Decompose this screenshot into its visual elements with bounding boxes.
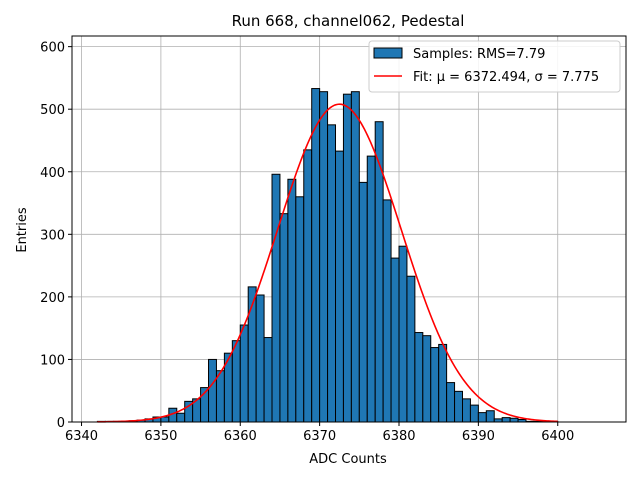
y-axis-label: Entries — [15, 207, 30, 253]
histogram-bar — [350, 91, 360, 423]
y-tick-label: 300 — [40, 228, 65, 243]
histogram-bar — [414, 332, 424, 423]
histogram-bar — [160, 416, 170, 423]
histogram-bar — [335, 150, 344, 423]
histogram-bar — [287, 178, 297, 423]
histogram-bar — [319, 91, 329, 423]
y-tick-label: 0 — [57, 416, 65, 431]
histogram-bar — [263, 337, 273, 423]
x-axis-label: ADC Counts — [309, 452, 387, 467]
histogram-bar — [406, 275, 416, 423]
histogram-bar — [469, 404, 479, 423]
legend-box — [368, 40, 621, 93]
histogram-bar — [438, 343, 448, 423]
x-tick-label: 6380 — [382, 429, 415, 444]
y-tick-label: 600 — [40, 41, 65, 56]
histogram-bar — [461, 398, 471, 423]
legend-histogram-swatch — [373, 47, 403, 59]
histogram-bar — [303, 149, 313, 423]
histogram-bar — [390, 257, 400, 423]
histogram-bar — [271, 173, 281, 423]
fit-curve — [97, 103, 558, 423]
x-tick-label: 6340 — [65, 429, 98, 444]
legend-fit-label: Fit: μ = 6372.494, σ = 7.775 — [413, 70, 599, 85]
legend: Samples: RMS=7.79 Fit: μ = 6372.494, σ =… — [368, 40, 621, 93]
histogram-bar — [231, 340, 241, 423]
histogram-bar — [454, 390, 463, 423]
histogram-bar — [501, 417, 511, 423]
x-axis-ticks: 6340 6350 6360 6370 6380 6390 6400 — [65, 422, 574, 444]
histogram-bar — [342, 93, 352, 423]
histogram-bar — [477, 412, 487, 423]
histogram-bar — [208, 358, 217, 423]
histogram-bar — [215, 370, 225, 423]
histogram-bar — [366, 155, 376, 423]
x-tick-label: 6400 — [541, 429, 574, 444]
histogram-bar — [176, 412, 186, 423]
x-tick-label: 6390 — [462, 429, 495, 444]
x-tick-label: 6350 — [144, 429, 177, 444]
y-tick-label: 100 — [40, 353, 65, 368]
chart-title: Run 668, channel062, Pedestal — [232, 12, 465, 30]
histogram-bar — [509, 417, 519, 423]
histogram-bar — [279, 213, 289, 423]
histogram-bar — [398, 245, 408, 423]
x-tick-label: 6360 — [224, 429, 257, 444]
histogram-bar — [446, 382, 456, 423]
fit-curve-layer — [97, 103, 558, 423]
y-axis-ticks: 0 100 200 300 400 500 600 — [40, 41, 72, 431]
y-tick-label: 200 — [40, 291, 65, 306]
histogram-bar — [374, 121, 384, 423]
histogram-bar — [358, 181, 368, 423]
histogram-bar — [430, 347, 440, 423]
plot-frame — [71, 35, 627, 423]
histogram-bar — [255, 294, 265, 423]
legend-histogram-label: Samples: RMS=7.79 — [413, 47, 545, 62]
histogram-bar — [422, 335, 432, 423]
histogram-bars — [96, 88, 559, 423]
histogram-bar — [311, 88, 321, 423]
y-tick-label: 400 — [40, 166, 65, 181]
histogram-bar — [382, 199, 392, 423]
histogram-bar — [327, 124, 337, 423]
y-tick-label: 500 — [40, 103, 65, 118]
histogram-bar — [485, 410, 495, 423]
histogram-bar — [239, 324, 249, 423]
histogram-bar — [295, 196, 305, 423]
x-tick-label: 6370 — [303, 429, 336, 444]
